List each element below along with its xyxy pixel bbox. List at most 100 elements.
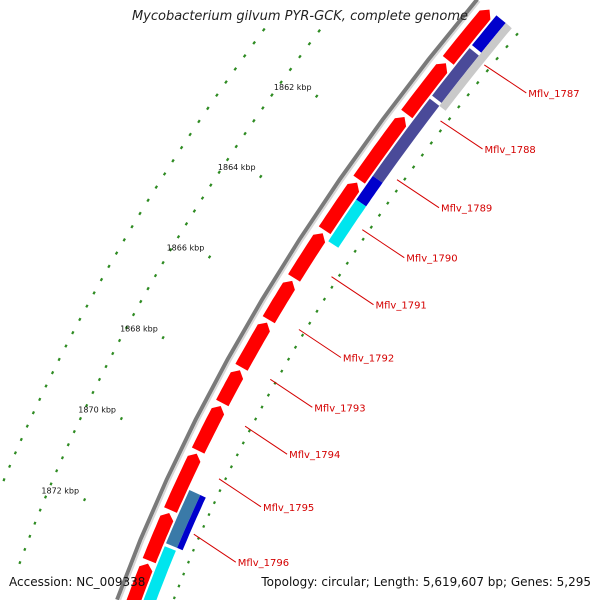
gc-dot [31, 410, 36, 415]
kbp-label: 1870 kbp [78, 405, 116, 414]
gc-dot [44, 384, 48, 388]
gc-dot [288, 67, 293, 72]
gc-dot [57, 357, 61, 362]
gene-leader-line [440, 120, 483, 150]
gc-dot [293, 345, 298, 349]
gc-dot [2, 478, 6, 482]
gc-dot [260, 405, 264, 409]
gc-dot [131, 312, 136, 317]
gc-dot [495, 56, 499, 61]
gc-dot [411, 165, 416, 169]
kbp-tick [161, 335, 165, 340]
gc-dot [377, 213, 382, 218]
gc-dot [202, 524, 206, 529]
cds-arrow-forward [262, 280, 295, 324]
gene-label: Mflv_1790 [406, 254, 457, 265]
gene-leader-line [244, 425, 288, 455]
cds-block-reverse [328, 199, 367, 248]
shadow-track [439, 23, 512, 111]
gc-dot [114, 251, 119, 255]
feature-tracks [126, 9, 512, 600]
gc-dot [394, 189, 399, 193]
gc-dot [184, 222, 189, 226]
gc-dot [33, 521, 37, 525]
gc-dot [266, 393, 271, 397]
gc-dot [505, 44, 509, 49]
kbp-label: 1864 kbp [218, 163, 256, 172]
gc-dot [139, 299, 143, 304]
gc-dot [252, 40, 256, 45]
cds-block-reverse [432, 48, 479, 103]
gene-labels: Mflv_1787 Mflv_1788 Mflv_1789 Mflv_1790 Mflv… [193, 64, 580, 569]
gc-dot [78, 317, 82, 322]
cds-arrow-forward [442, 9, 491, 65]
gc-dot [78, 416, 82, 421]
gc-dot [261, 27, 266, 32]
kbp-scale: 1862 kbp 1864 kbp 1866 kbp 1868 kbp 1870 kbp… [41, 83, 319, 502]
gc-dot [307, 41, 312, 46]
gc-dot [25, 424, 29, 428]
gc-dot [212, 500, 216, 505]
gc-dot [146, 198, 150, 203]
gc-dot [217, 170, 221, 175]
gc-dot [279, 80, 283, 85]
gc-dot [117, 338, 122, 343]
gc-dot [23, 547, 27, 552]
gc-dot [270, 93, 274, 98]
kbp-tick [82, 497, 87, 502]
gc-dot [92, 291, 96, 295]
gc-dot [154, 185, 159, 189]
cds-arrow-forward [191, 406, 225, 454]
gc-dot [38, 508, 42, 512]
gc-dot [233, 67, 238, 71]
gc-dot [28, 534, 32, 538]
gc-dot [300, 333, 305, 337]
cds-arrow-forward [142, 513, 174, 564]
gc-dot [361, 237, 365, 242]
gc-dot [64, 344, 68, 348]
gc-dot [182, 572, 186, 576]
gene-leader-line [270, 378, 313, 408]
gc-dot [104, 364, 108, 369]
cds-block-reverse [356, 175, 383, 207]
gc-dot [43, 495, 48, 499]
gene-label: Mflv_1788 [485, 145, 536, 156]
gc-dot [280, 369, 284, 373]
gene-label: Mflv_1795 [263, 503, 314, 514]
gc-dot [330, 285, 334, 289]
kbp-label: 1868 kbp [120, 324, 158, 333]
gc-dot [207, 512, 211, 517]
cds-block-reverse [472, 15, 506, 53]
cds-arrow-forward [126, 563, 153, 600]
gc-dot [298, 54, 302, 59]
gc-dot [345, 261, 350, 266]
gc-dot [224, 80, 228, 85]
gc-dot [130, 224, 134, 229]
cds-arrow-forward [353, 117, 407, 184]
gc-dot [369, 225, 374, 230]
gc-dot [215, 93, 219, 98]
gc-dot [107, 264, 111, 269]
gc-dot [50, 370, 55, 375]
gc-dot [515, 32, 519, 37]
gene-leader-line [362, 229, 405, 259]
gc-dot [55, 469, 59, 473]
gc-dot [19, 437, 23, 442]
gc-dot [186, 560, 191, 564]
gc-dot [162, 172, 167, 176]
gene-label: Mflv_1794 [289, 450, 340, 461]
gc-dot [188, 132, 192, 137]
gene-leader-line [396, 179, 440, 209]
gc-dot [315, 309, 319, 313]
gc-dot [242, 54, 247, 58]
gc-dot [71, 330, 75, 335]
cds-arrow-forward [164, 453, 201, 513]
gc-dot [13, 451, 17, 455]
gc-dot [146, 286, 150, 291]
gc-dot [209, 183, 213, 187]
gc-dot [252, 118, 256, 123]
gc-dot [438, 129, 443, 133]
cds-arrow-forward [216, 370, 244, 407]
gc-dot [200, 196, 205, 200]
